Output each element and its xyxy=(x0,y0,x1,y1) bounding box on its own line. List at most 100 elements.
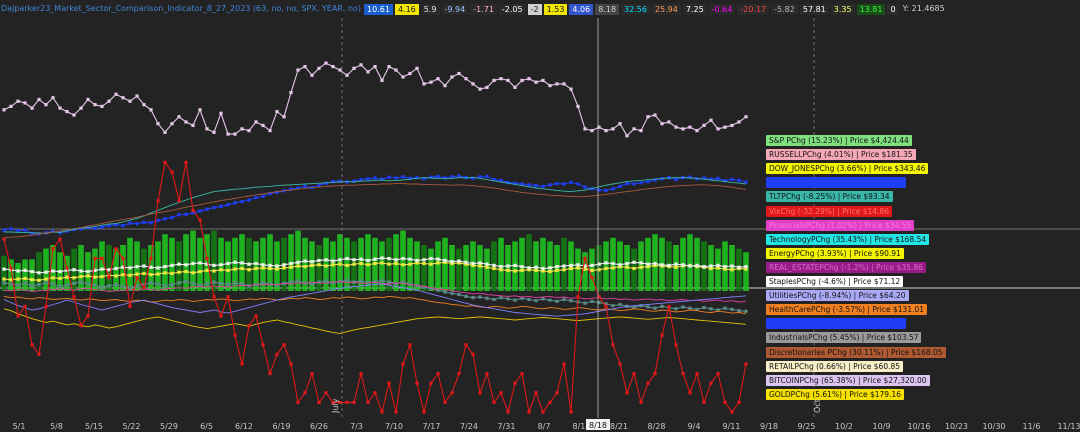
data-point xyxy=(702,265,706,269)
data-point xyxy=(401,75,405,79)
data-point xyxy=(177,213,181,217)
data-point xyxy=(625,265,629,269)
data-point xyxy=(282,266,286,270)
data-point xyxy=(611,187,615,191)
data-point xyxy=(149,256,153,260)
data-point xyxy=(702,400,706,404)
series-line xyxy=(3,283,747,317)
data-point xyxy=(317,280,321,284)
data-point xyxy=(513,298,517,302)
data-point xyxy=(219,281,223,285)
data-point xyxy=(716,263,720,267)
header-value: 1.53 xyxy=(543,3,568,15)
data-point xyxy=(527,266,531,270)
data-point xyxy=(576,295,580,299)
data-point xyxy=(114,92,118,96)
data-point xyxy=(513,85,517,89)
data-point xyxy=(93,268,97,272)
histogram-bar xyxy=(498,237,504,291)
x-tick-label: 10/16 xyxy=(907,422,930,431)
indicator-title[interactable]: Dajparker23_Market_Sector_Comparison_Ind… xyxy=(1,4,362,13)
data-point xyxy=(709,381,713,385)
x-tick-label: 10/2 xyxy=(835,422,853,431)
data-point xyxy=(317,258,321,263)
histogram-bar xyxy=(141,248,147,291)
data-point xyxy=(534,184,538,188)
header-value: 32.56 xyxy=(621,3,650,15)
data-point xyxy=(562,264,566,268)
data-point xyxy=(541,78,545,83)
x-tick-label: 7/24 xyxy=(460,422,478,431)
header-value: 10.61 xyxy=(364,3,393,15)
header-value: -0.64 xyxy=(708,3,736,15)
x-tick-label: 7/31 xyxy=(498,422,516,431)
data-point xyxy=(730,410,734,414)
data-point xyxy=(723,306,727,310)
data-point xyxy=(639,400,643,404)
data-point xyxy=(114,274,118,278)
data-point xyxy=(520,182,524,186)
data-point xyxy=(583,264,587,268)
data-point xyxy=(709,118,713,122)
data-point xyxy=(688,125,692,129)
data-point xyxy=(499,268,503,272)
x-tick-label: 9/4 xyxy=(688,422,701,431)
data-point xyxy=(303,265,307,269)
data-point xyxy=(366,70,370,74)
header-value: 8.18 xyxy=(595,3,620,15)
data-point xyxy=(569,180,573,184)
data-point xyxy=(737,400,741,404)
data-point xyxy=(72,113,76,117)
data-point xyxy=(170,283,174,287)
header-value: 25.94 xyxy=(651,3,681,15)
legend-item: StaplesPChg (-4.6%) | Price $71.12 xyxy=(766,276,904,287)
data-point xyxy=(520,372,524,376)
data-point xyxy=(296,260,300,264)
data-point xyxy=(205,282,209,286)
data-point xyxy=(324,264,328,268)
data-point xyxy=(254,261,258,266)
data-point xyxy=(646,305,650,309)
data-point xyxy=(548,400,552,404)
data-point xyxy=(681,305,685,309)
x-tick-label: 8/21 xyxy=(610,422,628,431)
data-point xyxy=(233,132,237,136)
histogram-bar xyxy=(316,245,322,291)
data-point xyxy=(373,391,377,395)
histogram-bar xyxy=(183,234,189,291)
data-point xyxy=(128,221,132,225)
data-point xyxy=(541,269,545,273)
data-point xyxy=(2,277,6,281)
data-point xyxy=(548,298,552,302)
data-point xyxy=(436,174,440,178)
data-point xyxy=(443,260,447,264)
histogram-bar xyxy=(106,245,112,291)
data-point xyxy=(576,263,580,267)
data-point xyxy=(513,381,517,385)
data-point xyxy=(520,296,524,300)
data-point xyxy=(345,256,349,261)
data-point xyxy=(380,410,384,414)
data-point xyxy=(471,296,475,300)
data-point xyxy=(506,264,510,268)
data-point xyxy=(170,263,174,267)
data-point xyxy=(37,283,41,287)
data-point xyxy=(457,71,461,76)
data-point xyxy=(359,261,363,266)
data-point xyxy=(23,281,27,285)
histogram-bar xyxy=(743,252,749,291)
histogram-bar xyxy=(456,248,462,291)
data-point xyxy=(429,256,433,261)
data-point xyxy=(702,305,706,310)
data-point xyxy=(240,282,244,286)
data-point xyxy=(597,188,601,192)
data-point xyxy=(506,297,510,301)
data-point xyxy=(233,267,237,271)
data-point xyxy=(135,284,139,288)
data-point xyxy=(86,270,90,274)
data-point xyxy=(86,97,90,102)
data-point xyxy=(114,283,118,287)
data-point xyxy=(212,280,216,284)
data-point xyxy=(632,260,636,264)
